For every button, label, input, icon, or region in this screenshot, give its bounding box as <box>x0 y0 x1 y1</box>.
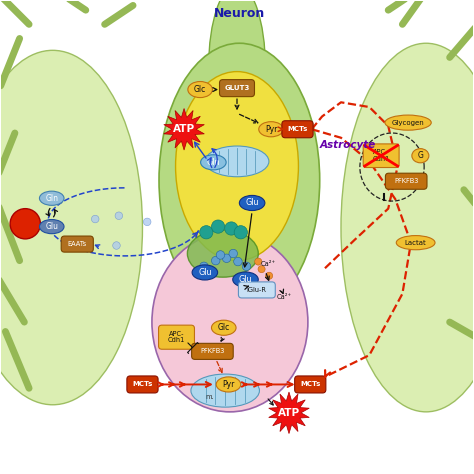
Circle shape <box>265 272 273 279</box>
Ellipse shape <box>205 146 269 177</box>
Ellipse shape <box>188 82 212 98</box>
Text: MCTs: MCTs <box>287 126 308 132</box>
Circle shape <box>84 237 92 245</box>
Text: APC-
Cdh1: APC- Cdh1 <box>168 331 185 344</box>
Ellipse shape <box>0 50 143 405</box>
Circle shape <box>10 209 40 239</box>
Circle shape <box>234 226 247 239</box>
Circle shape <box>255 258 262 265</box>
Ellipse shape <box>385 115 431 130</box>
Text: Glu: Glu <box>45 222 58 231</box>
Circle shape <box>113 242 120 249</box>
Text: PFKFB3: PFKFB3 <box>394 178 419 184</box>
Text: Glc: Glc <box>194 85 206 94</box>
Ellipse shape <box>341 43 474 412</box>
Ellipse shape <box>192 265 218 280</box>
Text: Gln: Gln <box>207 158 220 167</box>
Polygon shape <box>164 109 204 150</box>
FancyBboxPatch shape <box>219 80 255 97</box>
FancyBboxPatch shape <box>127 376 158 393</box>
Text: Astrocyte: Astrocyte <box>320 140 376 150</box>
Ellipse shape <box>152 232 308 412</box>
Text: EAATs: EAATs <box>68 241 87 247</box>
Text: MCTs: MCTs <box>132 382 153 387</box>
Text: Glycogen: Glycogen <box>392 119 424 126</box>
FancyBboxPatch shape <box>158 325 194 349</box>
Circle shape <box>115 212 123 219</box>
Circle shape <box>144 218 151 226</box>
FancyBboxPatch shape <box>295 376 326 393</box>
Text: Ca²⁺: Ca²⁺ <box>277 294 292 301</box>
Circle shape <box>234 257 242 266</box>
Circle shape <box>225 222 238 235</box>
Ellipse shape <box>159 43 319 318</box>
Text: ATP: ATP <box>278 408 300 418</box>
FancyBboxPatch shape <box>61 236 93 252</box>
Text: G: G <box>418 151 423 160</box>
Circle shape <box>222 254 231 263</box>
Polygon shape <box>269 392 309 434</box>
Ellipse shape <box>191 374 259 407</box>
Ellipse shape <box>239 195 265 210</box>
Ellipse shape <box>39 191 64 205</box>
Circle shape <box>91 215 99 223</box>
Text: Pyr: Pyr <box>222 380 235 389</box>
Ellipse shape <box>175 72 299 261</box>
Text: Glu: Glu <box>198 268 211 277</box>
Ellipse shape <box>216 377 241 392</box>
Ellipse shape <box>201 155 226 170</box>
Circle shape <box>200 262 208 271</box>
Text: APC-
Cdh1: APC- Cdh1 <box>373 149 390 162</box>
Circle shape <box>216 251 225 259</box>
FancyBboxPatch shape <box>363 144 399 167</box>
Circle shape <box>211 256 220 265</box>
Text: Gln: Gln <box>45 194 58 203</box>
Ellipse shape <box>39 219 64 234</box>
Ellipse shape <box>259 122 283 137</box>
FancyBboxPatch shape <box>238 282 275 298</box>
Text: iGlu-R: iGlu-R <box>247 287 267 293</box>
Circle shape <box>211 220 225 233</box>
Circle shape <box>258 265 265 273</box>
Text: Glu: Glu <box>239 275 252 284</box>
Text: m.: m. <box>205 394 214 400</box>
Text: Pyr: Pyr <box>265 125 277 134</box>
Ellipse shape <box>412 149 429 163</box>
Text: GLUT3: GLUT3 <box>224 85 250 91</box>
Text: MCTs: MCTs <box>300 382 320 387</box>
Text: ATP: ATP <box>173 124 195 134</box>
Ellipse shape <box>396 236 435 250</box>
Ellipse shape <box>233 272 258 287</box>
Text: Neuron: Neuron <box>214 8 265 20</box>
FancyBboxPatch shape <box>191 343 233 359</box>
Circle shape <box>242 262 251 271</box>
Circle shape <box>200 226 213 239</box>
FancyBboxPatch shape <box>385 173 427 189</box>
Ellipse shape <box>211 320 236 335</box>
Text: Lactat: Lactat <box>405 240 427 246</box>
Text: Glu: Glu <box>246 199 259 208</box>
Text: Glc: Glc <box>218 323 230 332</box>
Text: PFKFB3: PFKFB3 <box>200 348 225 355</box>
Ellipse shape <box>209 0 265 150</box>
Text: Ca²⁺: Ca²⁺ <box>260 262 275 267</box>
Ellipse shape <box>187 230 258 277</box>
FancyBboxPatch shape <box>282 121 313 138</box>
Circle shape <box>229 249 237 258</box>
